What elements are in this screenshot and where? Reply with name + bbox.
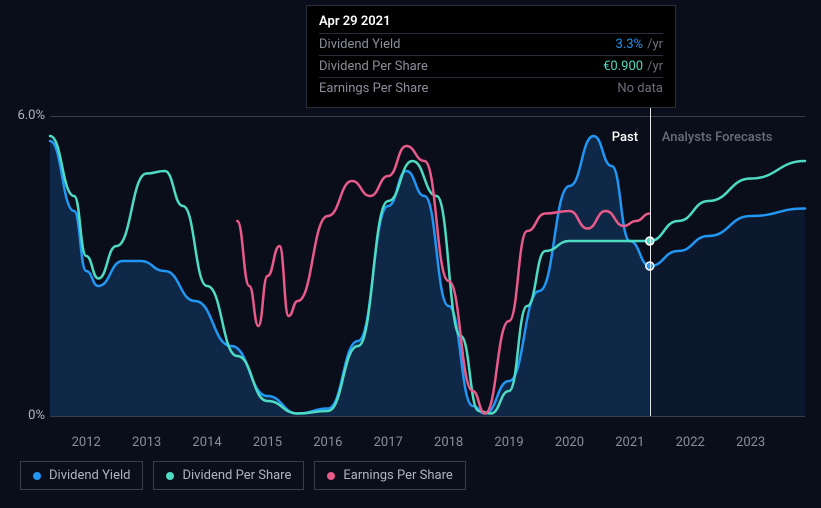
tooltip-row-label: Dividend Yield: [319, 37, 400, 52]
plot-area[interactable]: [50, 116, 805, 416]
x-tick-label: 2023: [736, 435, 765, 450]
tooltip-row: Dividend Yield 3.3%/yr: [319, 33, 663, 55]
cursor-line: [650, 100, 651, 416]
legend-dot: [327, 472, 335, 480]
tooltip-row-label: Earnings Per Share: [319, 81, 428, 96]
tooltip-row: Earnings Per Share No data: [319, 77, 663, 99]
x-tick-label: 2021: [615, 435, 644, 450]
area-fill: [650, 209, 805, 417]
tooltip-row-value: €0.900: [603, 59, 643, 74]
tooltip-row-nodata: No data: [617, 81, 663, 96]
axis-line-bottom: [50, 416, 805, 417]
y-tick-label: 6.0%: [0, 108, 45, 123]
tooltip-row-unit: /yr: [647, 37, 663, 52]
legend: Dividend Yield Dividend Per Share Earnings…: [20, 461, 466, 490]
past-label: Past: [612, 130, 638, 145]
legend-item[interactable]: Dividend Yield: [20, 461, 143, 490]
legend-dot: [33, 472, 41, 480]
chart-svg: [50, 116, 805, 416]
x-tick-label: 2014: [192, 435, 221, 450]
x-tick-label: 2018: [434, 435, 463, 450]
chart-tooltip: Apr 29 2021 Dividend Yield3.3%/yrDividen…: [306, 5, 676, 108]
legend-item[interactable]: Dividend Per Share: [153, 461, 304, 490]
legend-label: Earnings Per Share: [343, 468, 452, 483]
legend-label: Dividend Yield: [49, 468, 130, 483]
y-tick-label: 0%: [0, 408, 45, 423]
tooltip-row: Dividend Per Share €0.900/yr: [319, 55, 663, 77]
tooltip-row-value: 3.3%: [616, 37, 644, 52]
legend-item[interactable]: Earnings Per Share: [314, 461, 465, 490]
dividend-chart: 0% 6.0% Past Analysts Forecasts 2012 2013 2…: [0, 0, 821, 508]
tooltip-row-label: Dividend Per Share: [319, 59, 428, 74]
tooltip-date: Apr 29 2021: [319, 14, 663, 29]
x-tick-label: 2020: [555, 435, 584, 450]
x-tick-label: 2017: [374, 435, 403, 450]
x-tick-label: 2015: [253, 435, 282, 450]
tooltip-row-unit: /yr: [647, 59, 663, 74]
x-tick-label: 2022: [676, 435, 705, 450]
x-tick-label: 2016: [313, 435, 342, 450]
x-tick-label: 2013: [132, 435, 161, 450]
x-tick-label: 2012: [72, 435, 101, 450]
x-tick-label: 2019: [494, 435, 523, 450]
forecast-label: Analysts Forecasts: [662, 130, 773, 145]
legend-label: Dividend Per Share: [182, 468, 291, 483]
legend-dot: [166, 472, 174, 480]
